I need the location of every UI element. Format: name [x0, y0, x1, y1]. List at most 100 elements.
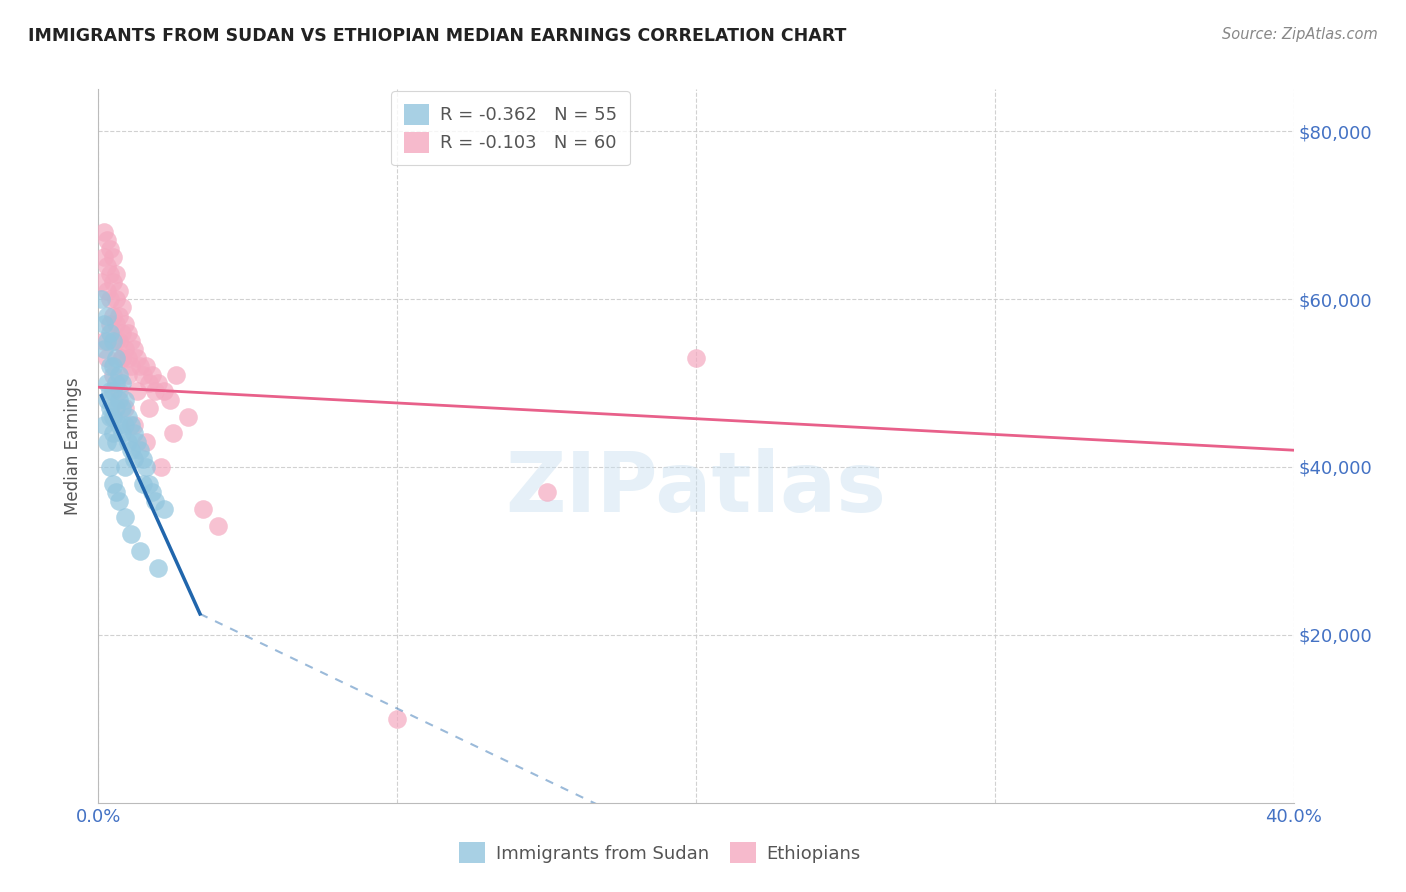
Point: [135, 359, 157, 374]
Point: [114, 392, 136, 407]
Point: [191, 502, 214, 516]
Point: [100, 292, 122, 306]
Point: [120, 334, 142, 348]
Point: [124, 343, 146, 357]
Point: [132, 476, 155, 491]
Point: [165, 368, 187, 382]
Point: [93, 334, 115, 348]
Point: [108, 417, 131, 432]
Point: [105, 292, 128, 306]
Point: [96, 259, 118, 273]
Point: [117, 326, 139, 340]
Point: [105, 334, 128, 348]
Point: [90, 275, 112, 289]
Point: [124, 451, 146, 466]
Point: [114, 318, 136, 332]
Point: [127, 351, 149, 365]
Point: [105, 434, 128, 449]
Point: [105, 401, 128, 416]
Point: [105, 318, 128, 332]
Point: [108, 493, 131, 508]
Point: [108, 368, 131, 382]
Point: [103, 476, 125, 491]
Point: [124, 426, 146, 441]
Point: [132, 451, 155, 466]
Point: [105, 485, 128, 500]
Point: [135, 460, 157, 475]
Point: [103, 309, 125, 323]
Point: [93, 318, 115, 332]
Point: [108, 334, 131, 348]
Point: [141, 485, 163, 500]
Point: [111, 351, 134, 365]
Text: IMMIGRANTS FROM SUDAN VS ETHIOPIAN MEDIAN EARNINGS CORRELATION CHART: IMMIGRANTS FROM SUDAN VS ETHIOPIAN MEDIA…: [28, 27, 846, 45]
Point: [100, 242, 122, 256]
Point: [100, 460, 122, 475]
Point: [129, 443, 152, 458]
Legend: Immigrants from Sudan, Ethiopians: Immigrants from Sudan, Ethiopians: [447, 830, 873, 876]
Point: [100, 326, 122, 340]
Point: [117, 351, 139, 365]
Point: [129, 359, 152, 374]
Point: [117, 368, 139, 382]
Point: [100, 401, 122, 416]
Point: [111, 301, 134, 315]
Point: [103, 334, 125, 348]
Point: [90, 292, 112, 306]
Point: [100, 359, 122, 374]
Point: [536, 485, 558, 500]
Point: [120, 417, 142, 432]
Point: [207, 518, 229, 533]
Point: [111, 351, 134, 365]
Point: [93, 417, 115, 432]
Text: Source: ZipAtlas.com: Source: ZipAtlas.com: [1222, 27, 1378, 42]
Point: [127, 384, 149, 399]
Point: [138, 376, 160, 390]
Point: [159, 392, 181, 407]
Point: [108, 284, 131, 298]
Text: ZIPatlas: ZIPatlas: [506, 449, 886, 529]
Point: [132, 368, 155, 382]
Point: [93, 343, 115, 357]
Point: [114, 401, 136, 416]
Point: [114, 343, 136, 357]
Point: [114, 510, 136, 524]
Point: [96, 233, 118, 247]
Point: [96, 392, 118, 407]
Point: [103, 368, 125, 382]
Point: [105, 351, 128, 365]
Point: [105, 267, 128, 281]
Point: [111, 401, 134, 416]
Point: [96, 309, 118, 323]
Point: [100, 384, 122, 399]
Point: [120, 527, 142, 541]
Point: [96, 376, 118, 390]
Point: [685, 351, 707, 365]
Point: [96, 351, 118, 365]
Point: [114, 417, 136, 432]
Point: [177, 409, 200, 424]
Point: [100, 409, 122, 424]
Point: [108, 392, 131, 407]
Point: [117, 434, 139, 449]
Point: [96, 434, 118, 449]
Point: [103, 250, 125, 264]
Point: [111, 376, 134, 390]
Point: [120, 443, 142, 458]
Point: [385, 712, 409, 726]
Point: [108, 384, 131, 399]
Point: [93, 250, 115, 264]
Point: [108, 309, 131, 323]
Point: [162, 426, 184, 441]
Point: [143, 493, 166, 508]
Point: [111, 326, 134, 340]
Point: [141, 368, 163, 382]
Point: [143, 384, 166, 399]
Point: [129, 544, 152, 558]
Point: [114, 460, 136, 475]
Point: [135, 434, 157, 449]
Point: [148, 560, 170, 574]
Point: [103, 426, 125, 441]
Point: [138, 476, 160, 491]
Point: [103, 409, 125, 424]
